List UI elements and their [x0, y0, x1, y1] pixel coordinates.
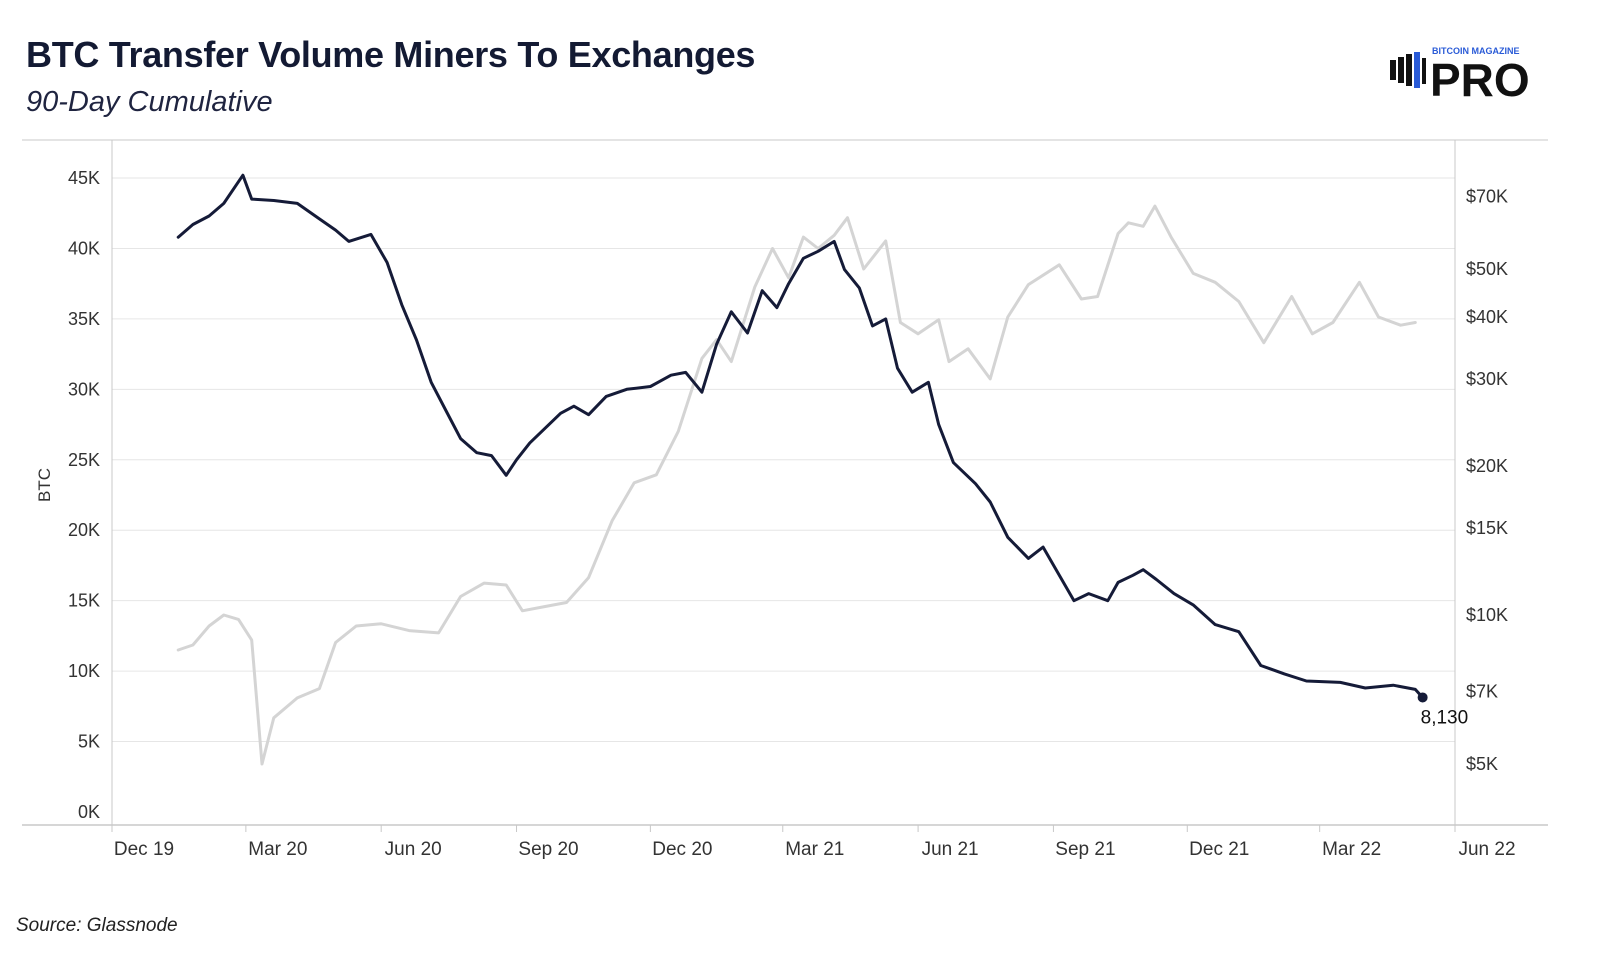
- right-tick-label: $20K: [1466, 456, 1508, 476]
- axes: [22, 139, 1548, 826]
- right-tick-label: $50K: [1466, 259, 1508, 279]
- y-axis-title: BTC: [35, 468, 54, 502]
- left-tick-label: 15K: [68, 591, 100, 611]
- end-value-label: 8,130: [1421, 707, 1469, 728]
- left-tick-label: 20K: [68, 520, 100, 540]
- right-tick-label: $40K: [1466, 307, 1508, 327]
- logo-main-text: PRO: [1430, 54, 1530, 106]
- left-tick-label: 25K: [68, 450, 100, 470]
- right-axis-ticks: $5K $7K $10K $15K $20K $30K $40K $50K $70K: [1466, 187, 1508, 774]
- x-tick-label: Mar 20: [248, 839, 307, 860]
- x-tick-label: Dec 21: [1189, 839, 1249, 860]
- x-tick-label: Sep 20: [518, 839, 578, 860]
- x-tick-label: Dec 20: [652, 839, 712, 860]
- bitcoin-magazine-pro-logo: BITCOIN MAGAZINE PRO: [1390, 46, 1530, 106]
- right-tick-label: $10K: [1466, 605, 1508, 625]
- left-tick-label: 30K: [68, 379, 100, 399]
- left-tick-label: 35K: [68, 309, 100, 329]
- right-tick-label: $30K: [1466, 369, 1508, 389]
- end-point-marker: [1417, 692, 1428, 703]
- x-axis-ticks: Dec 19 Mar 20 Jun 20 Sep 20 Dec 20 Mar 21 Jun …: [111, 825, 1516, 860]
- logo-bars-icon: [1390, 52, 1426, 88]
- x-tick-label: Sep 21: [1055, 839, 1115, 860]
- left-axis-ticks: 0K 5K 10K 15K 20K 25K 30K 35K 40K 45K: [68, 168, 100, 822]
- left-tick-label: 0K: [78, 802, 100, 822]
- series-group: [176, 173, 1425, 766]
- x-tick-label: Dec 19: [114, 839, 174, 860]
- volume-series-line: [176, 173, 1425, 699]
- chart-title: BTC Transfer Volume Miners To Exchanges: [26, 34, 756, 75]
- chart-subtitle: 90-Day Cumulative: [26, 86, 273, 118]
- right-tick-label: $70K: [1466, 187, 1508, 207]
- left-tick-label: 5K: [78, 732, 100, 752]
- left-tick-label: 40K: [68, 238, 100, 258]
- x-tick-label: Mar 21: [785, 839, 844, 860]
- x-tick-label: Mar 22: [1322, 839, 1381, 860]
- right-tick-label: $7K: [1466, 682, 1498, 702]
- left-tick-label: 10K: [68, 661, 100, 681]
- logo-top-text: BITCOIN MAGAZINE: [1432, 46, 1520, 56]
- source-note: Source: Glassnode: [16, 915, 178, 936]
- left-tick-label: 45K: [68, 168, 100, 188]
- x-tick-label: Jun 22: [1458, 839, 1515, 860]
- gridlines: [112, 177, 1455, 743]
- price-series-line: [176, 204, 1417, 766]
- right-tick-label: $15K: [1466, 518, 1508, 538]
- x-tick-label: Jun 21: [922, 839, 979, 860]
- right-tick-label: $5K: [1466, 754, 1498, 774]
- x-tick-label: Jun 20: [385, 839, 442, 860]
